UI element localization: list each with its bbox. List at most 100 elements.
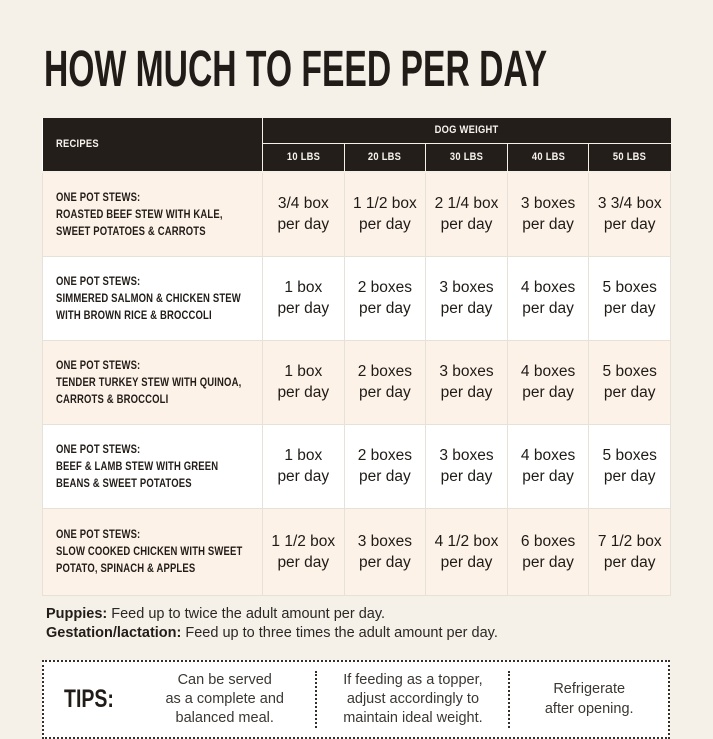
tip-topper: If feeding as a topper, adjust according…	[343, 671, 483, 727]
amount: 3 boxes	[520, 195, 576, 213]
per-day-label: per day	[440, 300, 493, 318]
feeding-amount-cell: 3/4 box per day	[262, 170, 345, 257]
amount: 3/4 box	[277, 195, 329, 213]
recipe-text: ONE POT STEWS: SLOW COOKED CHICKEN WITH …	[56, 526, 263, 577]
per-day-label: per day	[522, 300, 574, 318]
feeding-amount-cell: 3 boxes per day	[425, 339, 508, 425]
tip-complete-meal: Can be served as a complete and balanced…	[165, 671, 284, 727]
weight-header-30lbs: 30 LBS	[425, 143, 508, 172]
feeding-amount-cell: 3 boxes per day	[425, 423, 508, 509]
weight-header-50lbs: 50 LBS	[588, 143, 671, 172]
per-day-label: per day	[359, 216, 411, 234]
weight-header-40lbs: 40 LBS	[506, 143, 589, 172]
per-day-label: per day	[359, 300, 411, 318]
recipe-cell: ONE POT STEWS: TENDER TURKEY STEW WITH Q…	[42, 339, 263, 425]
feeding-amount-cell: 2 boxes per day	[343, 339, 427, 425]
feeding-amount-cell: 1 box per day	[262, 255, 345, 341]
recipe-category: ONE POT STEWS:	[56, 441, 141, 456]
weight-label: 20 LBS	[368, 151, 402, 164]
per-day-label: per day	[522, 553, 574, 571]
feeding-amount-cell: 5 boxes per day	[588, 339, 672, 425]
recipe-name: SLOW COOKED CHICKEN WITH SWEET POTATO, S…	[56, 544, 243, 576]
feeding-amount-cell: 1 box per day	[262, 339, 345, 425]
feeding-amount-cell: 3 boxes per day	[506, 170, 590, 257]
amount: 2 boxes	[357, 447, 413, 465]
note-text: Feed up to twice the adult amount per da…	[111, 605, 386, 622]
weight-header-10lbs: 10 LBS	[262, 143, 345, 172]
per-day-label: per day	[359, 553, 411, 571]
feeding-amount-cell: 3 boxes per day	[425, 255, 508, 341]
feeding-amount-cell: 1 1/2 box per day	[262, 507, 345, 596]
amount: 4 1/2 box	[434, 532, 499, 550]
weight-label: 30 LBS	[449, 151, 484, 164]
amount: 4 boxes	[520, 279, 576, 297]
feeding-amount-cell: 2 boxes per day	[343, 255, 427, 341]
amount: 3 boxes	[439, 279, 494, 297]
per-day-label: per day	[603, 468, 656, 486]
per-day-label: per day	[522, 468, 574, 486]
recipes-header-label: RECIPES	[55, 138, 99, 151]
recipe-category: ONE POT STEWS:	[56, 527, 141, 542]
page-title-text: HOW MUCH TO FEED PER DAY	[44, 40, 548, 97]
amount: 3 boxes	[357, 532, 413, 550]
feeding-amount-cell: 2 1/4 box per day	[425, 170, 508, 257]
table-header: RECIPES DOG WEIGHT 10 LBS 20 LBS 30 LBS …	[42, 117, 671, 172]
weight-label: 50 LBS	[613, 151, 647, 164]
recipe-name: ROASTED BEEF STEW WITH KALE, SWEET POTAT…	[56, 206, 223, 238]
tips-label: TIPS:	[44, 662, 134, 737]
recipe-cell: ONE POT STEWS: SIMMERED SALMON & CHICKEN…	[42, 255, 263, 341]
amount: 2 boxes	[357, 279, 413, 297]
feeding-amount-cell: 5 boxes per day	[588, 255, 672, 341]
recipe-category: ONE POT STEWS:	[56, 273, 141, 288]
per-day-label: per day	[440, 468, 493, 486]
recipe-text: ONE POT STEWS: TENDER TURKEY STEW WITH Q…	[56, 357, 263, 408]
feeding-amount-cell: 3 boxes per day	[343, 507, 427, 596]
amount: 1 box	[284, 363, 323, 381]
table-row-slow-cooked-chicken: ONE POT STEWS: SLOW COOKED CHICKEN WITH …	[42, 507, 672, 596]
amount: 1 1/2 box	[271, 532, 336, 550]
tip-refrigerate: Refrigerate after opening.	[544, 681, 634, 717]
per-day-label: per day	[277, 553, 330, 571]
per-day-label: per day	[440, 553, 493, 571]
page-title: HOW MUCH TO FEED PER DAY	[44, 40, 671, 97]
table-row-beef-lamb: ONE POT STEWS: BEEF & LAMB STEW WITH GRE…	[42, 423, 672, 509]
per-day-label: per day	[277, 468, 330, 486]
table-body: ONE POT STEWS: ROASTED BEEF STEW WITH KA…	[42, 170, 672, 596]
feeding-notes: Puppies: Feed up to twice the adult amou…	[46, 605, 671, 643]
feeding-amount-cell: 4 boxes per day	[506, 255, 590, 341]
amount: 3 3/4 box	[597, 195, 662, 213]
dotted-divider	[315, 671, 318, 728]
amount: 3 boxes	[439, 363, 494, 381]
per-day-label: per day	[603, 384, 656, 402]
amount: 5 boxes	[602, 279, 657, 297]
amount: 5 boxes	[602, 447, 657, 465]
amount: 7 1/2 box	[597, 532, 662, 550]
feeding-amount-cell: 4 boxes per day	[506, 339, 590, 425]
amount: 4 boxes	[520, 447, 576, 465]
recipe-cell: ONE POT STEWS: SLOW COOKED CHICKEN WITH …	[42, 507, 263, 596]
recipe-text: ONE POT STEWS: BEEF & LAMB STEW WITH GRE…	[56, 441, 263, 492]
feeding-amount-cell: 1 box per day	[262, 423, 345, 509]
amount: 4 boxes	[520, 363, 576, 381]
table-row-simmered-salmon: ONE POT STEWS: SIMMERED SALMON & CHICKEN…	[42, 255, 672, 341]
feeding-amount-cell: 1 1/2 box per day	[343, 170, 427, 257]
amount: 3 boxes	[439, 447, 494, 465]
feeding-amount-cell: 2 boxes per day	[343, 423, 427, 509]
weight-label: 10 LBS	[286, 151, 320, 164]
amount: 6 boxes	[520, 532, 576, 550]
table-row-roasted-beef: ONE POT STEWS: ROASTED BEEF STEW WITH KA…	[42, 170, 672, 257]
recipe-name: SIMMERED SALMON & CHICKEN STEW WITH BROW…	[56, 290, 241, 322]
feeding-amount-cell: 3 3/4 box per day	[588, 170, 672, 257]
note-gestation-lactation: Gestation/lactation: Feed up to three ti…	[46, 624, 671, 643]
table-row-tender-turkey: ONE POT STEWS: TENDER TURKEY STEW WITH Q…	[42, 339, 672, 425]
per-day-label: per day	[277, 384, 330, 402]
note-puppies: Puppies: Feed up to twice the adult amou…	[46, 605, 671, 624]
per-day-label: per day	[359, 384, 411, 402]
amount: 1 box	[284, 447, 323, 465]
recipe-category: ONE POT STEWS:	[56, 189, 141, 204]
feeding-amount-cell: 5 boxes per day	[588, 423, 672, 509]
feeding-amount-cell: 7 1/2 box per day	[588, 507, 672, 596]
per-day-label: per day	[522, 384, 574, 402]
recipes-column-header: RECIPES	[42, 117, 263, 172]
